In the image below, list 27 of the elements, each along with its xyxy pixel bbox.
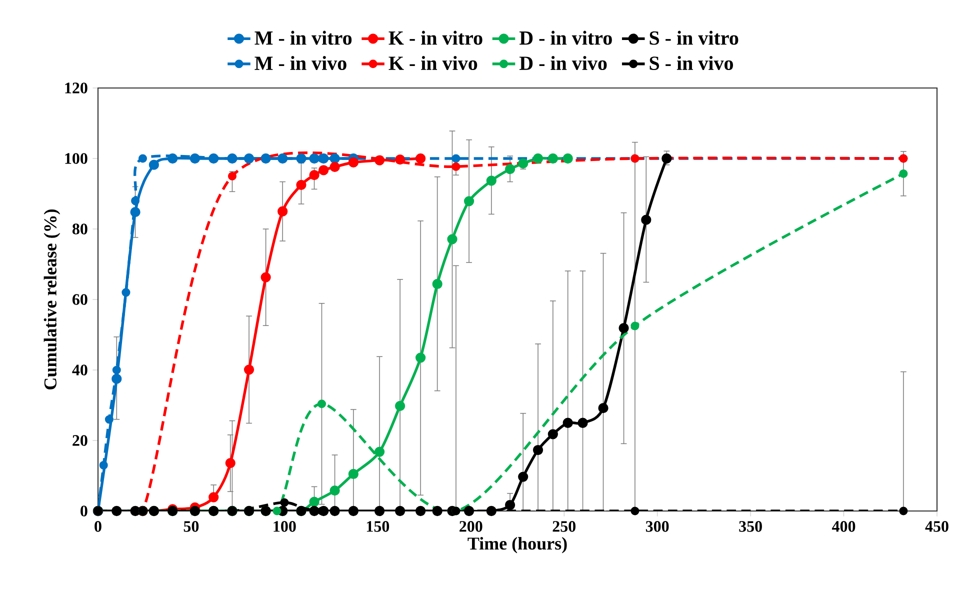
legend-label: K - in vivo: [388, 56, 478, 70]
x-tick-label: 400: [832, 521, 856, 532]
x-tick-label: 0: [94, 521, 102, 532]
y-tick-label: 20: [72, 435, 88, 446]
legend-label: S - in vivo: [650, 56, 733, 70]
y-tick-label: 80: [72, 224, 88, 234]
y-tick-label: 0: [80, 506, 88, 516]
legend-label: S - in vitro: [650, 30, 738, 45]
x-tick-label: 200: [460, 521, 482, 532]
legend-label: M - in vitro: [254, 30, 352, 45]
x-tick-label: 150: [366, 521, 390, 532]
legend-label: D - in vitro: [519, 30, 612, 45]
x-tick-label: 450: [925, 521, 948, 532]
y-tick-label: 120: [65, 82, 88, 94]
x-tick-label: 50: [184, 521, 199, 532]
x-tick-label: 100: [274, 521, 296, 532]
x-tick-label: 300: [646, 521, 669, 532]
x-tick-label: 250: [552, 521, 576, 532]
legend-label: D - in vivo: [519, 56, 607, 70]
y-tick-label: 100: [65, 153, 88, 164]
x-tick-label: 350: [739, 521, 762, 532]
y-tick-label: 60: [72, 294, 88, 305]
legend-label: K - in vitro: [388, 30, 482, 45]
y-tick-label: 40: [72, 364, 88, 376]
legend-label: M - in vivo: [254, 56, 346, 70]
y-axis-title: Cumulative release (%): [44, 209, 60, 390]
x-axis-title: Time (hours): [468, 537, 567, 554]
